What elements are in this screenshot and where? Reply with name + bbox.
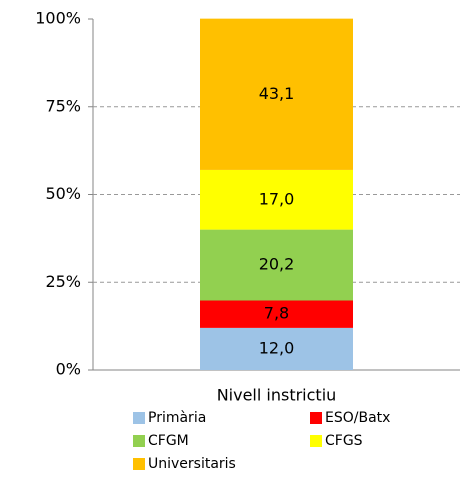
legend-swatch bbox=[133, 412, 145, 424]
bar-segment bbox=[200, 300, 353, 328]
data-label: 43,1 bbox=[259, 84, 295, 103]
bar-segment bbox=[200, 18, 353, 170]
y-tick-label: 25% bbox=[45, 272, 81, 291]
bar-segment bbox=[200, 229, 353, 301]
bar-segment bbox=[200, 327, 353, 370]
legend-label: ESO/Batx bbox=[325, 410, 390, 426]
data-label: 17,0 bbox=[259, 189, 295, 208]
legend-label: Primària bbox=[148, 410, 206, 426]
legend-label: CFGM bbox=[148, 433, 189, 449]
data-label: 20,2 bbox=[259, 255, 295, 274]
legend-label: Universitaris bbox=[148, 456, 236, 472]
legend-label: CFGS bbox=[325, 433, 363, 449]
y-tick-label: 75% bbox=[45, 96, 81, 115]
y-tick-label: 100% bbox=[35, 9, 81, 28]
legend-swatch bbox=[310, 435, 322, 447]
y-tick-label: 0% bbox=[56, 360, 81, 379]
data-label: 12,0 bbox=[259, 338, 295, 357]
legend-swatch bbox=[133, 435, 145, 447]
data-label: 7,8 bbox=[264, 304, 289, 323]
y-tick-label: 50% bbox=[45, 184, 81, 203]
legend-swatch bbox=[310, 412, 322, 424]
bar-segment bbox=[200, 169, 353, 230]
x-tick-label: Nivell instrictiu bbox=[217, 386, 337, 405]
legend-swatch bbox=[133, 458, 145, 470]
